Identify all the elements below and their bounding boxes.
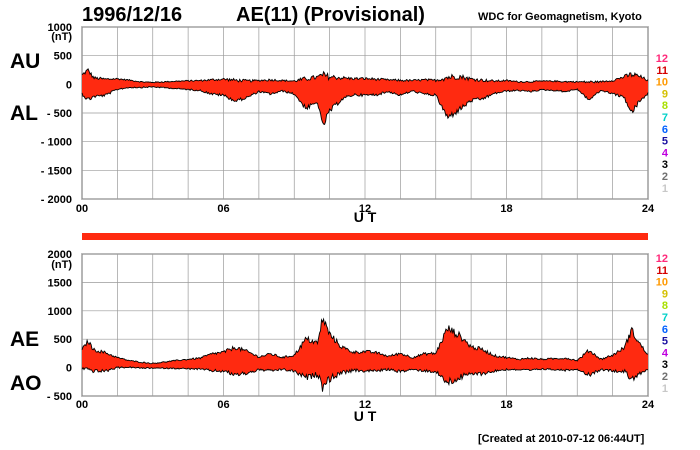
legend-item: 9 [662,88,668,100]
series-band-fill [82,319,648,392]
source-label: WDC for Geomagnetism, Kyoto [478,11,642,23]
y-tick-label: - 500 [47,108,72,120]
legend-item: 6 [662,324,668,336]
legend-item: 11 [656,65,668,77]
legend-item: 3 [662,359,668,371]
x-tick-label: 24 [642,399,655,411]
y-tick-label: - 2000 [41,194,72,206]
index-title: AE(11) (Provisional) [236,4,425,26]
y-tick-label: 1500 [48,277,72,289]
x-tick-label: 00 [76,399,88,411]
legend-item: 6 [662,124,668,136]
ao-label: AO [10,372,42,395]
x-tick-label: 12 [359,203,371,215]
legend-item: 11 [656,265,668,277]
data-coverage-strip [82,233,648,240]
y-tick-label: 1000 [48,306,72,318]
series-line-au [81,68,649,84]
legend-item: 7 [662,312,668,324]
x-tick-label: 12 [359,399,371,411]
y-tick-label: 1000 [48,22,72,34]
x-tick-label: 06 [217,203,229,215]
y-unit-label: (nT) [51,259,72,271]
legend-item: 5 [662,136,668,148]
y-tick-label: 2000 [48,249,72,261]
y-tick-label: - 1000 [41,137,72,149]
x-tick-label: 18 [500,399,512,411]
legend-item: 1 [662,183,668,195]
legend-item: 8 [662,300,668,312]
x-axis-label: U T [354,209,377,225]
chart-panel-au-al: 1000 500 0 - 500 - 1000 - 1500 - 2000 (nT) 00 06 1… [41,22,669,225]
legend-item: 4 [662,147,669,159]
legend-item: 2 [662,371,668,383]
legend-item: 3 [662,159,668,171]
created-timestamp: [Created at 2010-07-12 06:44UT] [478,433,645,445]
date-title: 1996/12/16 [82,4,183,26]
y-unit-label: (nT) [51,31,72,43]
x-axis-label: U T [354,408,377,424]
x-tick-label: 00 [76,203,88,215]
legend-item: 12 [656,253,668,265]
legend-item: 5 [662,336,668,348]
legend-item: 1 [662,383,668,395]
legend-item: 12 [656,53,668,65]
series-line-ao [81,366,648,392]
legend-item: 2 [662,171,668,183]
series-band-fill [82,68,648,125]
x-tick-label: 24 [642,203,655,215]
series-line-ae [81,317,648,365]
legend-item: 7 [662,112,668,124]
y-tick-label: 0 [66,79,72,91]
y-tick-label: 500 [54,334,72,346]
al-label: AL [10,102,38,125]
legend-item: 10 [656,277,668,289]
legend-item: 8 [662,100,668,112]
y-tick-label: 500 [54,51,72,63]
legend-item: 10 [656,77,668,89]
y-tick-label: - 1500 [41,165,72,177]
y-tick-label: 0 [66,363,72,375]
legend-item: 4 [662,347,669,359]
x-tick-label: 18 [500,203,512,215]
series-line-al [81,86,649,125]
au-label: AU [10,50,41,73]
x-tick-label: 06 [217,399,229,411]
ae-label: AE [10,328,40,351]
y-tick-label: - 500 [47,391,72,403]
legend-item: 9 [662,288,668,300]
